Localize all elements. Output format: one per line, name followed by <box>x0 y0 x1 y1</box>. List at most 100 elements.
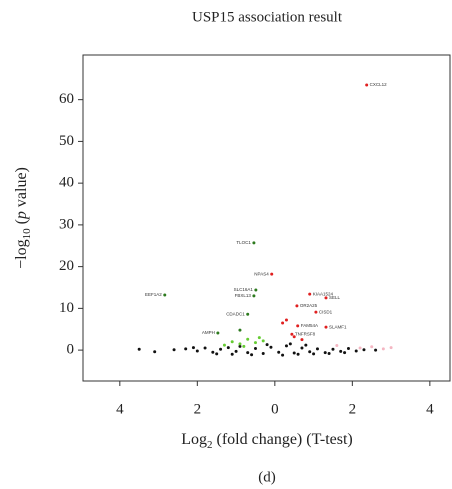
point-label: EEF1A2 <box>145 292 162 297</box>
point <box>381 347 385 351</box>
point <box>252 294 256 298</box>
y-tick-label: 20 <box>59 258 74 274</box>
point-label: OR2A25 <box>300 303 318 308</box>
point-label: SLC16A1 <box>234 287 254 292</box>
point <box>203 346 207 350</box>
point-label: NPAS4 <box>254 271 269 276</box>
x-label-part: (fold change) (T-test) <box>213 431 353 448</box>
point <box>246 351 250 355</box>
point <box>296 324 300 328</box>
point-label: TLOC1 <box>236 240 251 245</box>
point-label: FBXL13 <box>235 293 252 298</box>
x-tick-label: 2 <box>349 401 357 417</box>
point <box>219 347 223 351</box>
point <box>362 348 366 352</box>
point <box>261 339 265 343</box>
y-label-part: 10 <box>21 228 33 240</box>
point <box>339 349 343 353</box>
y-tick-label: 50 <box>59 133 74 149</box>
point <box>365 83 369 87</box>
point <box>242 344 246 348</box>
point <box>172 348 176 352</box>
point-label: SLAMF1 <box>329 324 347 329</box>
x-tick-label: 2 <box>194 401 202 417</box>
point <box>300 338 304 342</box>
point <box>281 321 285 325</box>
plot-frame <box>82 54 451 382</box>
point <box>296 352 300 356</box>
y-tick-label: 30 <box>59 216 74 232</box>
point <box>234 349 238 353</box>
point <box>327 351 331 355</box>
y-tick-label: 60 <box>59 91 74 107</box>
x-label-part: 2 <box>207 439 213 451</box>
point <box>389 346 393 350</box>
point <box>315 347 319 351</box>
point <box>374 348 378 352</box>
point <box>331 347 335 351</box>
y-label-part: ( <box>13 219 30 228</box>
point <box>335 344 339 348</box>
point-label: FAM54A <box>301 323 318 328</box>
x-axis-label: Log2 (fold change) (T-test) <box>181 431 353 451</box>
point <box>250 353 254 357</box>
point <box>252 241 256 245</box>
point <box>295 304 299 308</box>
point <box>343 351 347 355</box>
point <box>314 310 318 314</box>
x-tick-label: 4 <box>426 401 434 417</box>
point <box>358 346 362 350</box>
point <box>184 347 188 351</box>
point <box>265 343 269 347</box>
point <box>195 349 199 353</box>
point <box>277 350 281 354</box>
y-tick-label: 0 <box>67 342 75 358</box>
point-label: SELL <box>329 295 341 300</box>
point-label: AMPH <box>202 330 215 335</box>
point <box>284 318 288 322</box>
point <box>304 343 308 347</box>
point <box>290 332 294 336</box>
point <box>300 346 304 350</box>
point <box>292 335 296 339</box>
point <box>226 346 230 350</box>
point <box>257 336 261 340</box>
y-tick-label: 10 <box>59 300 74 316</box>
point <box>370 345 374 349</box>
caption: (d) <box>258 469 276 485</box>
point <box>346 346 350 350</box>
x-tick-label: 0 <box>271 401 279 417</box>
point <box>253 341 257 345</box>
point <box>153 350 157 354</box>
point <box>261 351 265 355</box>
point <box>253 346 257 350</box>
point <box>163 293 167 297</box>
point <box>215 352 219 356</box>
y-label-part: p <box>13 211 30 220</box>
y-label-part: value) <box>13 167 30 211</box>
point <box>324 296 328 300</box>
point <box>308 292 312 296</box>
point <box>324 325 328 329</box>
point <box>238 328 242 332</box>
point-label: CDADC1 <box>226 311 245 316</box>
point <box>312 352 316 356</box>
point <box>246 337 250 341</box>
point <box>222 343 226 347</box>
point <box>216 331 220 335</box>
point <box>323 351 327 355</box>
point <box>137 347 141 351</box>
point <box>238 342 242 346</box>
point-label: CISD1 <box>319 309 333 314</box>
point-label: KIAA1524 <box>313 291 334 296</box>
point <box>238 344 242 348</box>
y-tick-label: 40 <box>59 175 74 191</box>
point <box>191 346 195 350</box>
point <box>292 351 296 355</box>
chart-title: USP15 association result <box>192 9 343 25</box>
y-axis-label: −log10 (p value) <box>13 167 33 269</box>
point <box>270 272 274 276</box>
point <box>230 352 234 356</box>
point <box>284 344 288 348</box>
